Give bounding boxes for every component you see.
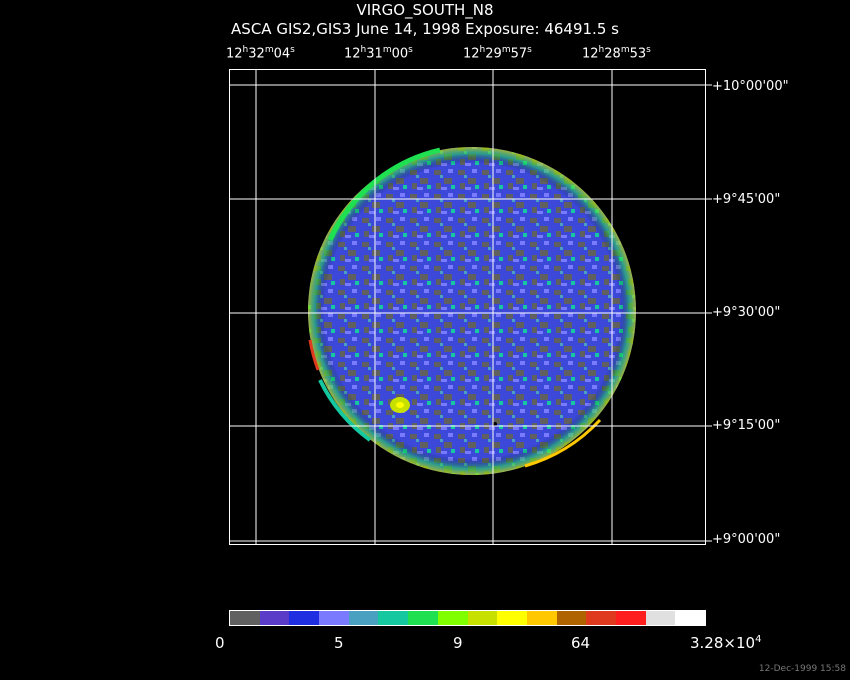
ra-label-4: 12h28m53s xyxy=(582,45,651,62)
colorbar-swatch xyxy=(556,611,587,625)
colorbar-swatch xyxy=(259,611,290,625)
dark-spot xyxy=(493,422,497,426)
colorbar-swatch xyxy=(645,611,676,625)
ra-label-2: 12h31m00s xyxy=(344,45,413,62)
colorbar-swatch xyxy=(319,611,349,625)
colorbar-swatch xyxy=(586,611,616,625)
colorbar-swatch xyxy=(467,611,498,625)
rim-arc-red xyxy=(308,339,320,371)
dec-label-1: +10°00'00" xyxy=(712,79,789,94)
plot-frame xyxy=(229,69,706,545)
image-title: VIRGO_SOUTH_N8 xyxy=(356,1,494,19)
colorbar-label-0: 0 xyxy=(215,634,225,652)
ra-label-1: 12h32m04s xyxy=(226,45,295,62)
dec-label-4: +9°15'00" xyxy=(712,418,781,433)
colorbar-swatch xyxy=(348,611,379,625)
colorbar-swatch xyxy=(378,611,409,625)
rim-arc-green xyxy=(327,147,441,242)
colorbar-label-64: 64 xyxy=(571,634,591,652)
colorbar-swatch xyxy=(289,611,320,625)
dec-label-3: +9°30'00" xyxy=(712,305,781,320)
colorbar-label-5: 5 xyxy=(334,634,344,652)
dec-label-5: +9°00'00" xyxy=(712,532,781,547)
colorbar-swatch xyxy=(615,611,646,625)
colorbar-swatch xyxy=(526,611,557,625)
bright-source-core xyxy=(396,402,404,408)
colorbar-swatch xyxy=(230,611,260,625)
colorbar-swatch xyxy=(437,611,468,625)
ra-label-3: 12h29m57s xyxy=(463,45,532,62)
rim-arc-teal xyxy=(318,379,372,442)
colorbar-label-max: 3.28×104 xyxy=(690,634,762,652)
colorbar-swatch xyxy=(408,611,438,625)
colorbar xyxy=(229,610,706,626)
datestamp: 12-Dec-1999 15:58 xyxy=(758,664,846,674)
field-rim xyxy=(308,147,636,475)
colorbar-swatch xyxy=(675,611,705,625)
colorbar-swatch xyxy=(497,611,527,625)
colorbar-label-9: 9 xyxy=(453,634,463,652)
dec-label-2: +9°45'00" xyxy=(712,192,781,207)
image-subtitle: ASCA GIS2,GIS3 June 14, 1998 Exposure: 4… xyxy=(231,20,619,38)
